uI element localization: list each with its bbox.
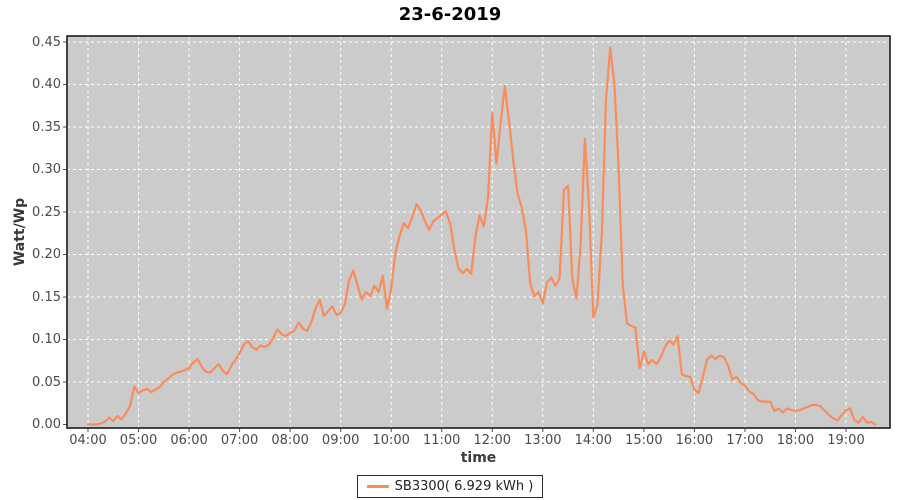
x-tick-label: 19:00: [827, 433, 865, 448]
y-tick-label: 0.25: [32, 204, 61, 220]
x-tick-label: 14:00: [574, 433, 613, 448]
x-axis-label: time: [460, 450, 497, 466]
x-tick-label: 13:00: [524, 433, 562, 448]
x-tick-label: 07:00: [220, 433, 259, 448]
x-tick-label: 04:00: [69, 433, 107, 448]
x-tick-label: 08:00: [271, 433, 309, 448]
plot-background: [67, 36, 890, 428]
y-tick-label: 0.35: [32, 119, 61, 135]
y-tick-label: 0.20: [32, 247, 61, 262]
x-tick-label: 09:00: [321, 433, 360, 448]
series-line-sb3300: [86, 46, 877, 426]
x-tick-label: 11:00: [422, 433, 461, 448]
plot-border: [66, 35, 891, 429]
x-tick-label: 15:00: [625, 433, 663, 448]
legend-line-swatch: [366, 485, 389, 488]
y-tick-label: 0.45: [32, 34, 61, 50]
x-tick-label: 18:00: [776, 433, 815, 448]
x-tick-label: 17:00: [726, 433, 764, 448]
chart-title: 23-6-2019: [398, 4, 502, 25]
y-tick-label: 0.30: [32, 162, 61, 177]
y-tick-label: 0.15: [32, 289, 61, 305]
legend: SB3300( 6.929 kWh ): [0, 475, 900, 498]
y-tick-label: 0.40: [32, 77, 61, 92]
legend-label: SB3300( 6.929 kWh ): [394, 479, 534, 494]
x-tick-label: 06:00: [170, 433, 208, 448]
y-tick-label: 0.00: [32, 417, 61, 432]
legend-box: SB3300( 6.929 kWh ): [356, 475, 544, 498]
y-tick-label: 0.10: [32, 332, 61, 347]
x-tick-label: 12:00: [473, 433, 511, 448]
x-tick-label: 16:00: [675, 433, 714, 448]
y-tick-label: 0.05: [32, 374, 61, 390]
x-tick-label: 10:00: [372, 433, 410, 448]
x-tick-label: 05:00: [119, 433, 158, 448]
